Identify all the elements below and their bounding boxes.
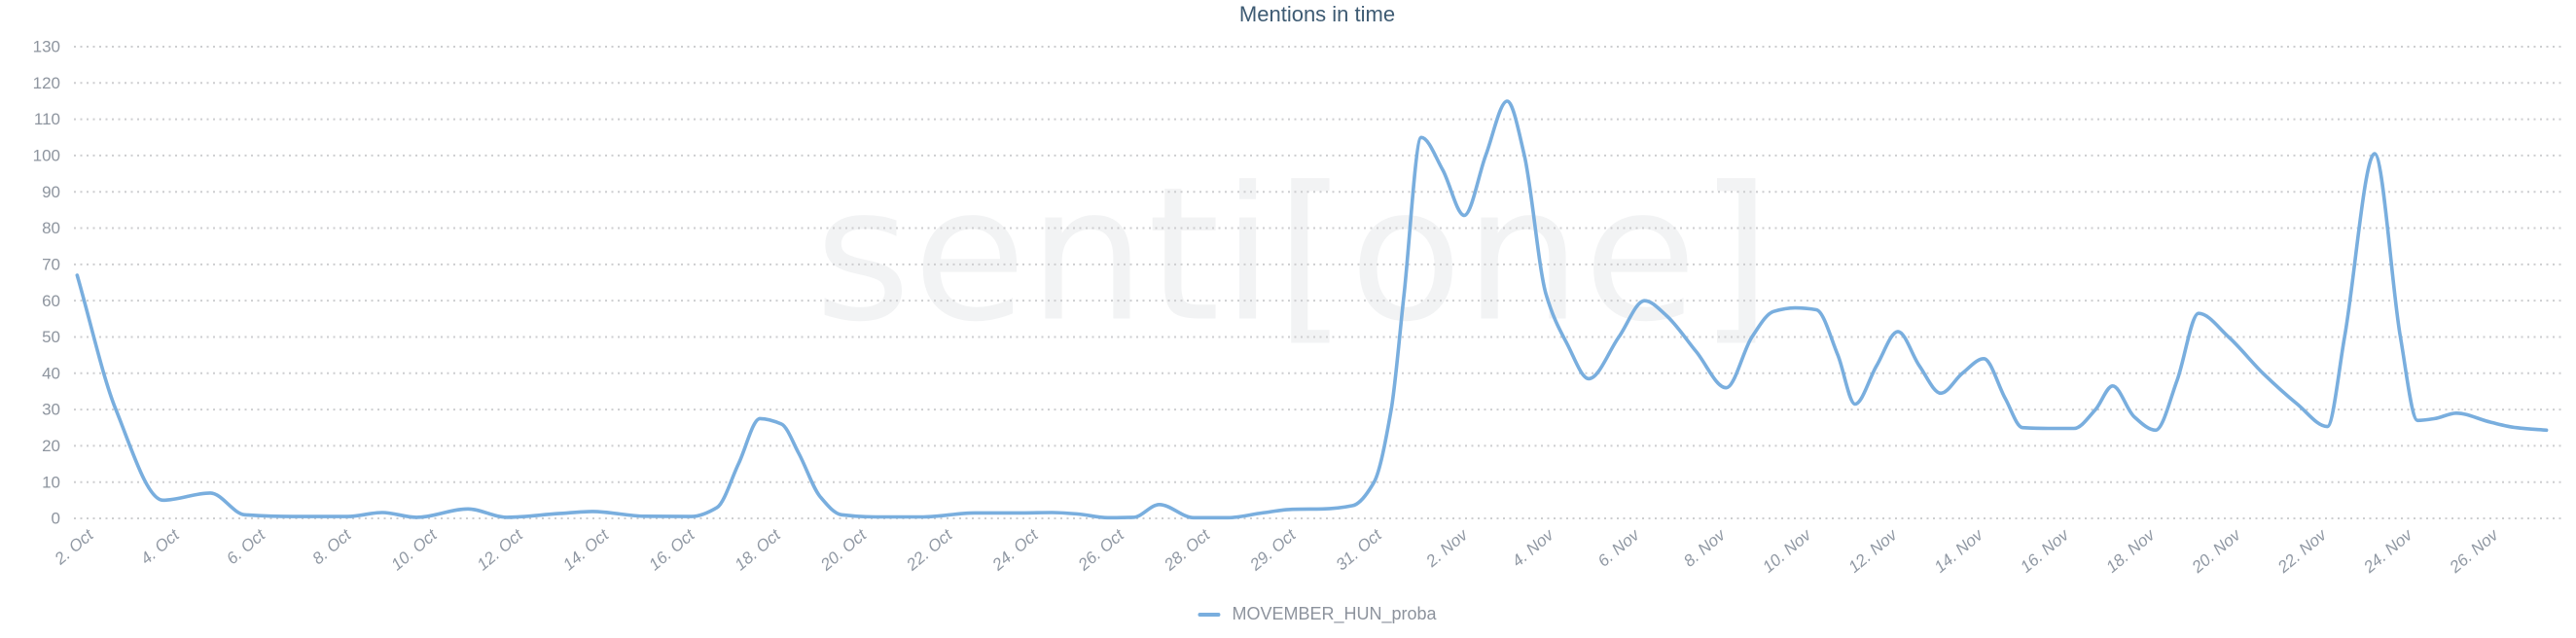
- y-tick-label: 110: [34, 110, 60, 128]
- x-tick-label: 6. Oct: [223, 525, 269, 569]
- y-axis-labels: 0 10 20 30 40 50 60 70 80 90 100 110 120 130: [33, 38, 60, 528]
- legend-label: MOVEMBER_HUN_proba: [1232, 604, 1437, 623]
- legend-swatch: [1198, 612, 1221, 617]
- x-tick-label: 16. Nov: [2017, 525, 2073, 577]
- y-tick-label: 60: [42, 292, 60, 310]
- y-tick-label: 30: [42, 401, 60, 419]
- y-tick-label: 130: [33, 38, 60, 56]
- x-tick-label: 4. Oct: [137, 525, 184, 569]
- y-tick-label: 80: [42, 219, 60, 237]
- x-tick-label: 24. Nov: [2359, 525, 2416, 578]
- x-tick-label: 29. Oct: [1246, 525, 1301, 575]
- x-tick-label: 20. Oct: [816, 525, 871, 575]
- x-tick-label: 10. Nov: [1759, 525, 1815, 577]
- x-tick-label: 26. Nov: [2446, 525, 2503, 578]
- x-tick-label: 18. Nov: [2102, 525, 2159, 577]
- series: [75, 99, 2549, 520]
- x-tick-label: 18. Oct: [732, 525, 785, 575]
- x-tick-label: 4. Nov: [1509, 525, 1558, 571]
- x-tick-label: 14. Nov: [1931, 525, 1987, 577]
- x-tick-label: 14. Oct: [559, 525, 613, 575]
- x-tick-label: 31. Oct: [1333, 525, 1386, 575]
- x-tick-label: 10. Oct: [387, 525, 441, 575]
- grid-lines: [74, 46, 2562, 519]
- x-tick-label: 22. Nov: [2273, 525, 2331, 578]
- y-tick-label: 40: [42, 364, 60, 382]
- y-tick-label: 0: [52, 510, 60, 528]
- x-tick-label: 8. Nov: [1680, 525, 1730, 571]
- x-tick-label: 12. Nov: [1844, 525, 1901, 577]
- x-tick-label: 8. Oct: [309, 525, 356, 569]
- x-tick-label: 20. Nov: [2188, 525, 2245, 578]
- y-tick-label: 120: [33, 74, 60, 92]
- x-tick-label: 6. Nov: [1594, 525, 1644, 571]
- x-tick-label: 28. Oct: [1160, 525, 1214, 575]
- y-tick-label: 20: [42, 437, 60, 455]
- x-tick-label: 24. Oct: [988, 525, 1043, 575]
- series-line-path: [75, 99, 2549, 520]
- x-tick-label: 12. Oct: [474, 525, 527, 575]
- legend-item[interactable]: MOVEMBER_HUN_proba: [1198, 604, 1437, 624]
- y-tick-label: 50: [42, 328, 60, 346]
- y-tick-label: 90: [42, 183, 60, 201]
- x-tick-label: 2. Nov: [1422, 525, 1473, 572]
- x-tick-label: 26. Oct: [1074, 525, 1128, 575]
- x-tick-label: 22. Oct: [903, 525, 957, 575]
- y-tick-label: 10: [42, 473, 60, 491]
- y-tick-label: 70: [42, 255, 60, 273]
- x-tick-label: 16. Oct: [645, 525, 698, 575]
- y-tick-label: 100: [33, 147, 60, 165]
- chart-title: Mentions in time: [1238, 2, 1396, 26]
- x-axis-labels: 2. Oct 4. Oct 6. Oct 8. Oct 10. Oct 12. Oct 14…: [51, 525, 2503, 578]
- x-tick-label: 2. Oct: [51, 525, 98, 569]
